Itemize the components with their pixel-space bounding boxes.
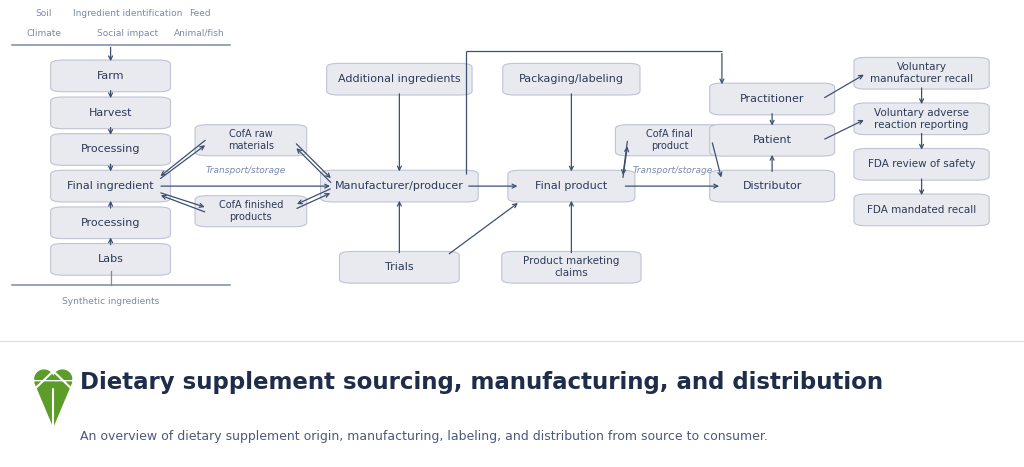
Polygon shape [53,370,72,379]
Text: FDA review of safety: FDA review of safety [868,159,975,170]
Text: Practitioner: Practitioner [740,94,804,104]
Text: Animal/fish: Animal/fish [174,28,225,37]
FancyBboxPatch shape [51,243,170,275]
Text: Manufacturer/producer: Manufacturer/producer [335,181,464,191]
FancyBboxPatch shape [321,170,478,202]
Text: Synthetic ingredients: Synthetic ingredients [62,297,159,306]
Text: Ingredient identification: Ingredient identification [74,9,182,18]
Text: FDA mandated recall: FDA mandated recall [867,205,976,215]
FancyBboxPatch shape [854,103,989,134]
Text: Trials: Trials [385,262,414,272]
Text: Labs: Labs [97,255,124,264]
Text: Additional ingredients: Additional ingredients [338,74,461,84]
Text: Voluntary adverse
reaction reporting: Voluntary adverse reaction reporting [874,108,969,130]
FancyBboxPatch shape [710,124,835,156]
FancyBboxPatch shape [327,64,472,95]
Text: Transport/storage: Transport/storage [206,166,286,175]
Text: Final ingredient: Final ingredient [68,181,154,191]
Text: Packaging/labeling: Packaging/labeling [519,74,624,84]
Text: Patient: Patient [753,135,792,145]
Text: Product marketing
claims: Product marketing claims [523,256,620,278]
Text: Social impact: Social impact [97,28,159,37]
Text: Dietary supplement sourcing, manufacturing, and distribution: Dietary supplement sourcing, manufacturi… [80,370,883,394]
Text: Processing: Processing [81,144,140,155]
FancyBboxPatch shape [51,97,170,129]
FancyBboxPatch shape [502,251,641,283]
FancyBboxPatch shape [710,170,835,202]
FancyBboxPatch shape [710,83,835,115]
FancyBboxPatch shape [340,251,459,283]
Text: CofA raw
materials: CofA raw materials [228,129,273,151]
FancyBboxPatch shape [854,57,989,89]
FancyBboxPatch shape [195,196,307,226]
Polygon shape [35,370,53,379]
Text: An overview of dietary supplement origin, manufacturing, labeling, and distribut: An overview of dietary supplement origin… [80,431,768,443]
FancyBboxPatch shape [51,170,170,202]
Text: Farm: Farm [97,71,124,81]
Text: Harvest: Harvest [89,108,132,118]
FancyBboxPatch shape [51,207,170,239]
FancyBboxPatch shape [854,194,989,226]
Text: Voluntary
manufacturer recall: Voluntary manufacturer recall [870,63,973,84]
Text: Processing: Processing [81,218,140,228]
Text: Feed: Feed [188,9,211,18]
Polygon shape [35,382,72,426]
Text: Soil: Soil [36,9,52,18]
Text: Distributor: Distributor [742,181,802,191]
Text: CofA finished
products: CofA finished products [219,200,283,222]
FancyBboxPatch shape [195,125,307,156]
FancyBboxPatch shape [854,149,989,180]
Text: Transport/storage: Transport/storage [632,166,713,175]
FancyBboxPatch shape [51,60,170,92]
Text: CofA final
product: CofA final product [646,129,693,151]
FancyBboxPatch shape [51,134,170,165]
FancyBboxPatch shape [508,170,635,202]
FancyBboxPatch shape [503,64,640,95]
Text: Climate: Climate [27,28,61,37]
FancyBboxPatch shape [615,125,724,156]
Text: Final product: Final product [536,181,607,191]
